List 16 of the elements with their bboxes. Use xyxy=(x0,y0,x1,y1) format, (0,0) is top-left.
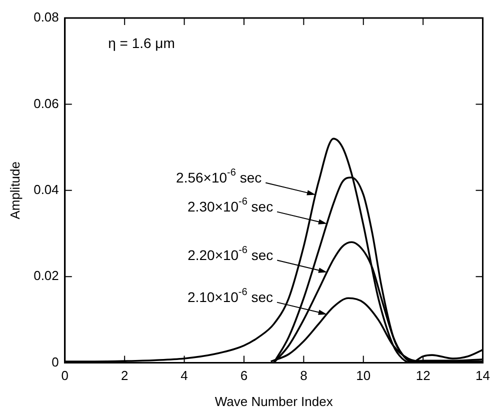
y-tick-label: 0 xyxy=(52,354,59,370)
x-tick-label: 8 xyxy=(300,368,308,384)
y-tick-label: 0.02 xyxy=(34,268,59,284)
y-tick-label: 0.08 xyxy=(34,10,59,25)
x-tick-label: 0 xyxy=(61,368,69,384)
y-tick-label: 0.04 xyxy=(34,182,59,197)
x-tick-label: 4 xyxy=(180,368,188,384)
x-tick-label: 2 xyxy=(120,368,128,384)
y-tick-label: 0.06 xyxy=(34,96,59,111)
x-tick-label: 12 xyxy=(416,368,430,384)
annotation: η = 1.6 μm xyxy=(108,34,175,51)
y-axis-title: Amplitude xyxy=(7,161,22,220)
x-tick-label: 6 xyxy=(240,368,248,384)
x-tick-label: 14 xyxy=(476,368,490,384)
x-tick-label: 10 xyxy=(356,368,371,384)
x-axis-title: Wave Number Index xyxy=(214,394,334,409)
